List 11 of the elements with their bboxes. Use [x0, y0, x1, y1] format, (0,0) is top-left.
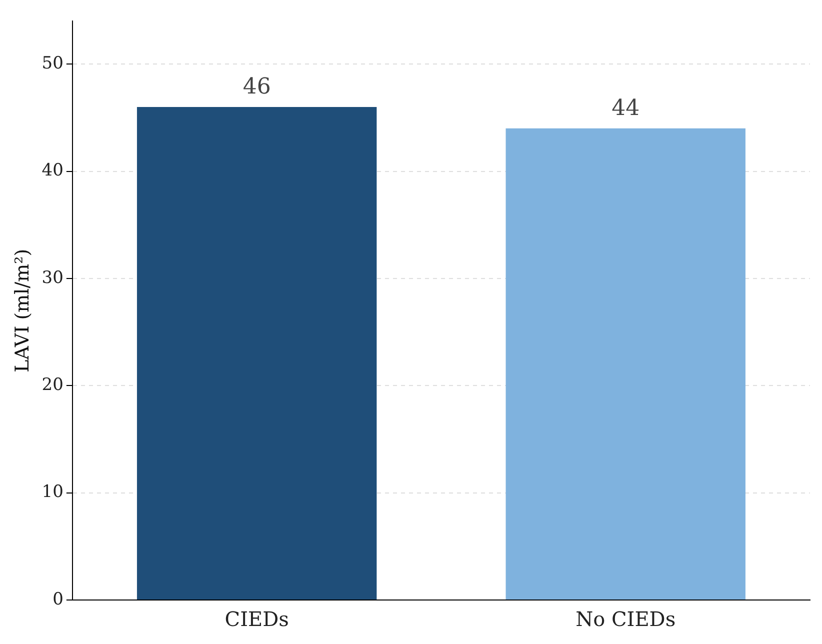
- data-label: 46: [242, 74, 271, 100]
- y-tick-label: 30: [42, 268, 64, 288]
- y-tick-label: 0: [52, 589, 64, 610]
- y-tick-label: 20: [42, 375, 64, 396]
- y-tick-label: 10: [42, 482, 64, 502]
- x-tick-label: CIEDs: [224, 607, 289, 632]
- y-tick-label: 50: [42, 53, 64, 74]
- y-axis-title: LAVI (ml/m²): [11, 248, 34, 372]
- x-tick-label: No CIEDs: [576, 607, 676, 632]
- data-label: 44: [612, 96, 640, 122]
- y-tick-label: 40: [42, 160, 64, 181]
